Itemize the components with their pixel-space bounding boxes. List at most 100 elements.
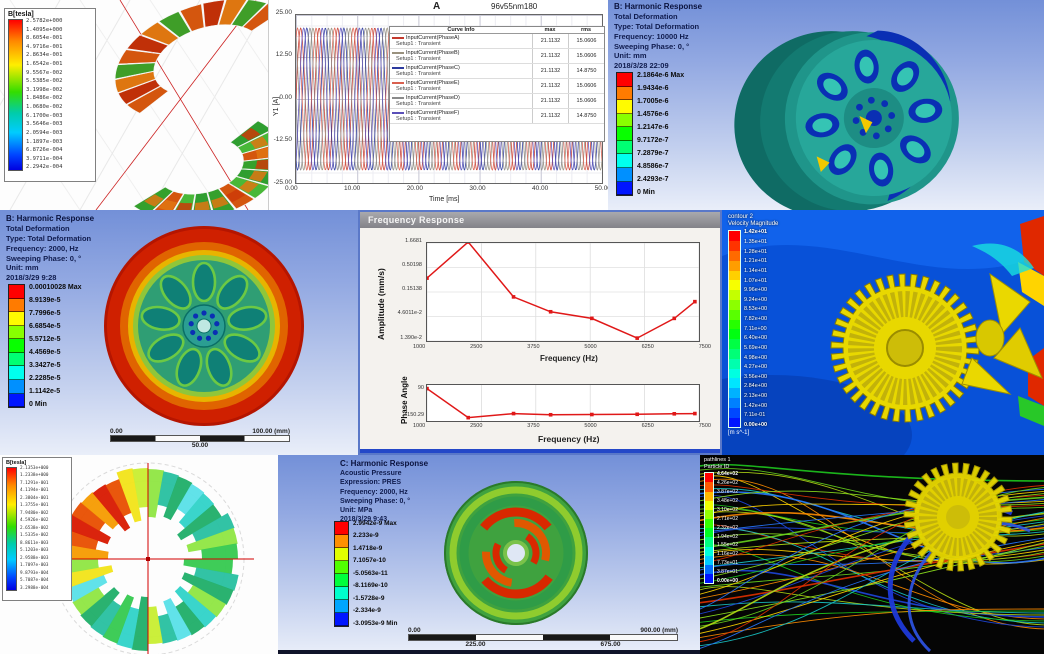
colorbar-label: 2.32e+02 — [717, 524, 738, 531]
colorbar-label: 6.40e+00 — [744, 335, 768, 342]
curve-rms: 15.0606 — [568, 34, 604, 48]
panel-phase-current-plot: A 96v55nm180 25.00 12.50 0.00 -12.50 -25.00 … — [268, 0, 609, 210]
pressure-colorbar: 2.9942e-9 Max 2.233e-9 1.4718e-9 7.1057e-10… — [334, 520, 397, 627]
ruler-bar — [408, 634, 678, 641]
colorbar-label: 6.6854e-5 — [29, 323, 61, 330]
curve-setup: Setup1 : Transient — [396, 71, 441, 77]
colorbar-label: 1.55e+02 — [717, 542, 738, 549]
phase-y-tick: -150.29 — [405, 411, 424, 418]
ruler-end: 100.00 (mm) — [252, 428, 290, 435]
curve-max: 21.1132 — [532, 109, 568, 123]
colorbar-gradient — [334, 521, 349, 627]
colorbar-label: 1.1897e-003 — [26, 138, 63, 145]
amp-y-tick: 4.6011e-2 — [397, 310, 422, 317]
panel-frequency-response: Frequency Response Amplitude (mm/s) 1.66… — [358, 210, 722, 455]
ruler-start: 0.00 — [110, 428, 123, 435]
colorbar-label: 3.87e+02 — [717, 489, 738, 495]
colorbar-label: 1.42e+00 — [744, 402, 768, 409]
curve-swatch — [392, 97, 404, 99]
colorbar-label: 1.16e+02 — [717, 551, 738, 558]
legend-col-max: max — [544, 27, 556, 33]
colorbar-label: 4.5926e-002 — [20, 518, 49, 524]
colorbar-label: 2.71e+02 — [717, 515, 738, 522]
colorbar-label: 4.9716e-001 — [26, 43, 63, 50]
phase-x-ticks: 1000 2500 3750 5000 6250 7500 — [413, 423, 711, 429]
colorbar-label: 2.6538e-002 — [20, 525, 49, 531]
info-line: Unit: mm — [614, 51, 647, 61]
colorbar-label: 1.4718e-9 — [353, 544, 383, 552]
colorbar-label: 2.2942e-004 — [26, 164, 63, 171]
amp-y-tick: 1.6681 — [405, 238, 422, 244]
colorbar-label: 3.56e+00 — [744, 373, 768, 380]
curve-rms: 15.0606 — [568, 79, 604, 93]
info-line: Frequency: 2000, Hz — [340, 488, 408, 496]
colorbar-label: 1.14e+01 — [744, 267, 768, 274]
ruler-bar — [110, 435, 290, 442]
colorbar-label: 3.5646e-003 — [26, 121, 63, 128]
colorbar-label: 4.27e+00 — [744, 364, 768, 371]
info-line: Sweeping Phase: 0, ° — [340, 497, 411, 505]
plot-corner-label: A — [433, 1, 441, 12]
scale-ruler: 0.00 900.00 (mm) 225.00 675.00 — [408, 627, 678, 648]
panel-acoustic-pressure: C: Harmonic Response Acoustic Pressure Exp… — [278, 455, 700, 654]
colorbar-label: 2.8634e-001 — [26, 52, 63, 59]
colorbar-label: 1.2147e-6 — [637, 124, 669, 131]
colorbar-title-line2: Particle ID — [704, 463, 730, 470]
info-line: Expression: PRES — [340, 479, 402, 487]
y-tick: -25.00 — [273, 178, 292, 186]
scale-ruler: 0.00 100.00 (mm) 50.00 — [110, 428, 290, 449]
flux-band-colorbar: B[tesla] 2.5782e+000 1.4095e+000 8.6054e-0… — [4, 8, 96, 182]
colorbar-labels: 1.42e+01 1.35e+01 1.28e+01 1.21e+01 1.14e+01… — [744, 230, 767, 428]
amp-y-tick: 0.15138 — [402, 286, 422, 293]
colorbar-label: 7.11e-01 — [744, 412, 766, 419]
colorbar-label: 5.5712e-5 — [29, 336, 61, 343]
colorbar-label: 1.7097e-003 — [20, 563, 49, 569]
colorbar-labels: 4.64e+02 4.26e+02 3.87e+02 3.48e+02 3.10e+02… — [717, 472, 738, 584]
legend-row: InputCurrent(PhaseF) Setup1 : Transient … — [390, 109, 604, 124]
x-tick: 10.00 — [344, 185, 361, 192]
info-line: Frequency: 10000 Hz — [614, 31, 689, 41]
ruler-end: 900.00 (mm) — [640, 627, 678, 634]
particle-colorbar: pathlines 1 Particle ID 4.64e+02 4.26e+02… — [704, 457, 738, 585]
curve-setup: Setup1 : Transient — [396, 86, 441, 92]
colorbar-label: 3.9711e-004 — [26, 155, 63, 162]
info-line: Total Deformation — [614, 12, 678, 22]
curve-name: InputCurrent(PhaseC) — [406, 65, 460, 71]
colorbar-label: 1.2338e+000 — [20, 473, 49, 479]
amplitude-plot — [426, 242, 700, 342]
colorbar-label: 7.1057e-10 — [353, 557, 386, 565]
colorbar-label: 1.4095e+000 — [26, 26, 63, 33]
colorbar-label: 2.0594e-003 — [26, 129, 63, 136]
colorbar-title: B[tesla] — [8, 11, 34, 18]
curve-legend: Curve Info max rms InputCurrent(PhaseA) … — [389, 26, 605, 142]
colorbar-gradient — [704, 472, 714, 585]
x-ticks: 0.00 10.00 20.00 30.00 40.00 50.00 — [285, 185, 609, 192]
phase-x-label: Frequency (Hz) — [538, 434, 600, 444]
info-line: C: Harmonic Response — [340, 459, 429, 468]
amp-y-ticks: 1.6681 0.50198 0.15138 4.6011e-2 1.390e-2 — [384, 238, 422, 341]
colorbar-label: 1.35e+01 — [744, 239, 768, 245]
analysis-info: B: Harmonic Response Total Deformation Typ… — [6, 214, 94, 283]
colorbar-label: 9.8793e-004 — [20, 570, 49, 576]
panel-harmonic-2000: B: Harmonic Response Total Deformation Typ… — [0, 210, 358, 455]
panel-maxwell-flux-3d: B[tesla] 2.5782e+000 1.4095e+000 8.6054e-0… — [0, 0, 268, 210]
colorbar-label: 1.1142e-5 — [29, 388, 61, 395]
curve-max: 21.1132 — [532, 49, 568, 63]
info-line: B: Harmonic Response — [6, 214, 95, 223]
panel-bottom-edge — [278, 650, 700, 654]
velocity-colorbar: contour 2 Velocity Magnitude 1.42e+01 1.3… — [728, 214, 778, 436]
curve-rms: 15.0606 — [568, 94, 604, 108]
phase-x-tick: 5000 — [584, 423, 597, 429]
plot-title: 96v55nm180 — [491, 2, 538, 11]
curve-setup: Setup1 : Transient — [396, 116, 441, 122]
legend-row: InputCurrent(PhaseA) Setup1 : Transient … — [390, 34, 604, 49]
colorbar-labels: 0.00010028 Max 8.9139e-5 7.7996e-5 6.6854e-… — [29, 284, 82, 408]
colorbar-labels: 2.1864e-6 Max 1.9434e-6 1.7005e-6 1.4576e-6… — [637, 72, 684, 196]
colorbar-label: 6.8726e-004 — [26, 147, 63, 154]
legend-row: InputCurrent(PhaseD) Setup1 : Transient … — [390, 94, 604, 109]
info-line: Sweeping Phase: 0, ° — [6, 253, 82, 263]
curve-name: InputCurrent(PhaseB) — [406, 50, 460, 56]
colorbar-label: 4.1194e-001 — [20, 488, 49, 494]
colorbar-label: 5.7087e-004 — [20, 578, 49, 584]
curve-setup: Setup1 : Transient — [396, 56, 441, 62]
